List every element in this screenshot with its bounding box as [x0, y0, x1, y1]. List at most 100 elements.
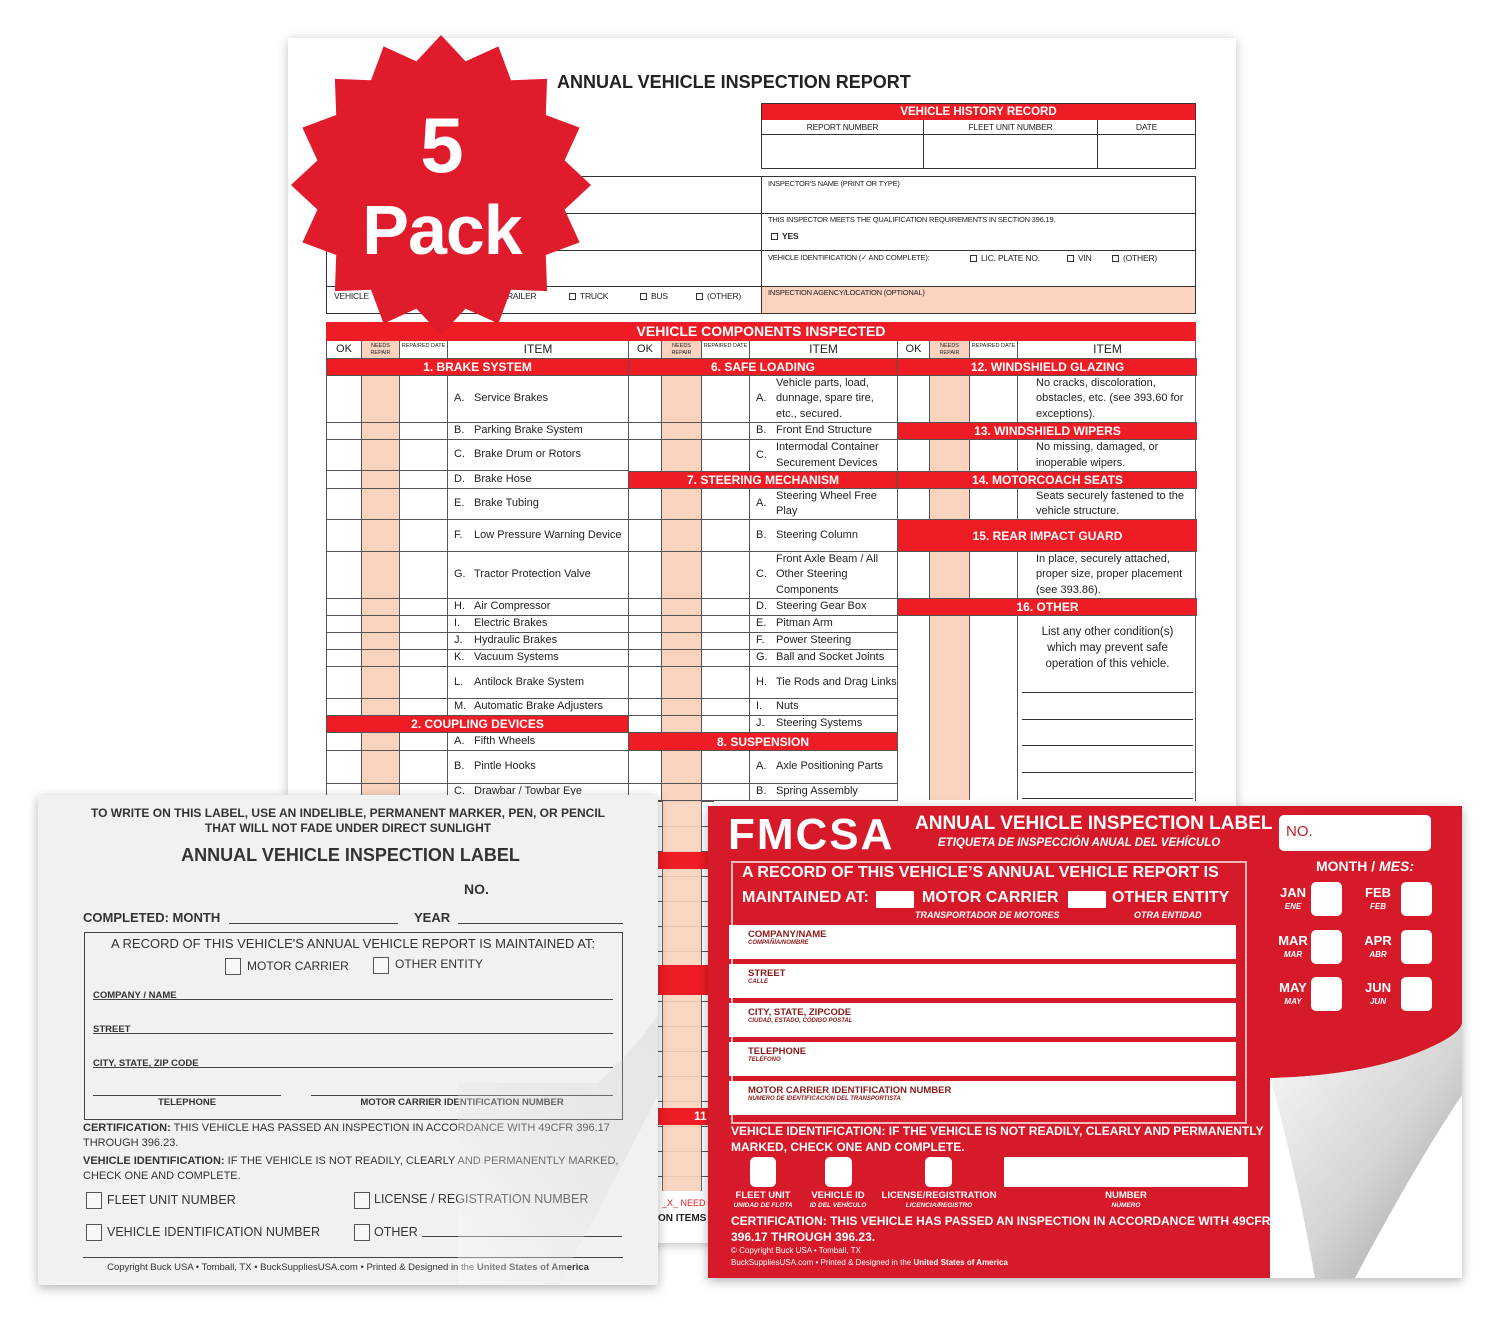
ok-cell[interactable]	[629, 650, 662, 666]
ok-cell[interactable]	[327, 423, 362, 439]
ok-cell[interactable]	[629, 751, 662, 783]
needs-repair-cell[interactable]	[662, 650, 702, 666]
ok-cell[interactable]	[327, 376, 362, 422]
needs-repair-cell[interactable]	[930, 616, 970, 800]
needs-repair-cell[interactable]	[662, 616, 702, 632]
ok-cell[interactable]	[898, 440, 930, 471]
ok-cell[interactable]	[327, 616, 362, 632]
needs-repair-cell[interactable]	[662, 440, 702, 471]
month-checkbox[interactable]	[1311, 882, 1342, 916]
ok-cell[interactable]	[327, 667, 362, 698]
needs-repair-cell[interactable]	[362, 440, 400, 470]
needs-repair-cell[interactable]	[662, 552, 702, 598]
ok-cell[interactable]	[898, 376, 930, 422]
ok-cell[interactable]	[629, 784, 662, 800]
month-input-line[interactable]	[229, 923, 398, 924]
vehicle-type-other[interactable]: (OTHER)	[696, 291, 741, 301]
needs-repair-cell[interactable]	[362, 667, 400, 698]
month-checkbox[interactable]	[1311, 977, 1342, 1011]
ok-cell[interactable]	[327, 633, 362, 649]
other-condition-line[interactable]	[1022, 718, 1193, 720]
lic-plate-checkbox[interactable]: LIC. PLATE NO.	[970, 253, 1040, 263]
other-entity-checkbox[interactable]	[1068, 891, 1106, 908]
needs-repair-cell[interactable]	[662, 489, 702, 519]
month-checkbox[interactable]	[1311, 929, 1342, 964]
repaired-date-cell[interactable]	[702, 650, 750, 666]
repaired-date-cell[interactable]	[702, 599, 750, 615]
ok-cell[interactable]	[629, 423, 662, 439]
month-checkbox[interactable]	[1401, 882, 1432, 916]
needs-repair-cell[interactable]	[662, 520, 702, 551]
needs-repair-cell[interactable]	[362, 699, 400, 715]
ok-cell[interactable]	[327, 699, 362, 715]
repaired-date-cell[interactable]	[400, 552, 448, 598]
ok-cell[interactable]	[327, 520, 362, 551]
repaired-date-cell[interactable]	[970, 376, 1018, 422]
year-input-line[interactable]	[458, 923, 623, 924]
needs-repair-cell[interactable]	[662, 699, 702, 715]
needs-repair-cell[interactable]	[362, 633, 400, 649]
other-checkbox[interactable]	[354, 1224, 370, 1241]
red-label-field[interactable]: STREET CALLE	[729, 964, 1236, 998]
needs-repair-cell[interactable]	[930, 552, 970, 598]
needs-repair-cell[interactable]	[662, 751, 702, 783]
red-label-field[interactable]: TELEPHONE TELÉFONO	[729, 1042, 1236, 1076]
ok-cell[interactable]	[327, 650, 362, 666]
license-checkbox[interactable]	[925, 1157, 952, 1187]
repaired-date-cell[interactable]	[702, 616, 750, 632]
vehicle-type-bus[interactable]: BUS	[640, 291, 668, 301]
repaired-date-cell[interactable]	[400, 667, 448, 698]
repaired-date-cell[interactable]	[400, 733, 448, 750]
ok-cell[interactable]	[629, 667, 662, 698]
city-input-line[interactable]	[93, 1067, 613, 1068]
needs-repair-cell[interactable]	[362, 520, 400, 551]
repaired-date-cell[interactable]	[702, 552, 750, 598]
ok-cell[interactable]	[629, 440, 662, 471]
company-input-line[interactable]	[93, 999, 613, 1000]
repaired-date-cell[interactable]	[970, 616, 1018, 800]
month-checkbox[interactable]	[1401, 977, 1432, 1011]
other-condition-line[interactable]	[1022, 692, 1193, 693]
needs-repair-cell[interactable]	[362, 616, 400, 632]
repaired-date-cell[interactable]	[400, 616, 448, 632]
red-label-field[interactable]: MOTOR CARRIER IDENTIFICATION NUMBER NÚMER…	[729, 1081, 1236, 1115]
other-id-checkbox[interactable]: (OTHER)	[1112, 253, 1157, 263]
ok-cell[interactable]	[898, 616, 930, 800]
other-condition-line[interactable]	[1022, 745, 1193, 746]
ok-cell[interactable]	[629, 699, 662, 715]
repaired-date-cell[interactable]	[702, 520, 750, 551]
ok-cell[interactable]	[629, 616, 662, 632]
repaired-date-cell[interactable]	[400, 650, 448, 666]
ok-cell[interactable]	[629, 520, 662, 551]
needs-repair-cell[interactable]	[662, 633, 702, 649]
ok-cell[interactable]	[327, 552, 362, 598]
repaired-date-cell[interactable]	[400, 751, 448, 783]
street-input-line[interactable]	[93, 1033, 613, 1034]
repaired-date-cell[interactable]	[400, 633, 448, 649]
other-entity-checkbox[interactable]	[373, 957, 389, 974]
repaired-date-cell[interactable]	[400, 520, 448, 551]
vin-checkbox[interactable]	[86, 1224, 102, 1241]
ok-cell[interactable]	[629, 376, 662, 422]
repaired-date-cell[interactable]	[702, 440, 750, 471]
repaired-date-cell[interactable]	[702, 699, 750, 715]
ok-cell[interactable]	[327, 733, 362, 750]
vehicle-id-checkbox[interactable]	[825, 1157, 852, 1187]
motor-carrier-checkbox[interactable]	[876, 891, 914, 908]
vin-checkbox[interactable]: VIN	[1067, 253, 1092, 263]
ok-cell[interactable]	[898, 552, 930, 598]
needs-repair-cell[interactable]	[362, 751, 400, 783]
other-condition-line[interactable]	[1022, 798, 1193, 799]
repaired-date-cell[interactable]	[400, 423, 448, 439]
ok-cell[interactable]	[629, 633, 662, 649]
repaired-date-cell[interactable]	[702, 667, 750, 698]
ok-cell[interactable]	[898, 489, 930, 519]
repaired-date-cell[interactable]	[970, 489, 1018, 519]
repaired-date-cell[interactable]	[400, 471, 448, 488]
needs-repair-cell[interactable]	[930, 489, 970, 519]
repaired-date-cell[interactable]	[400, 599, 448, 615]
repaired-date-cell[interactable]	[970, 440, 1018, 471]
needs-repair-cell[interactable]	[930, 440, 970, 471]
needs-repair-cell[interactable]	[362, 376, 400, 422]
needs-repair-cell[interactable]	[662, 667, 702, 698]
